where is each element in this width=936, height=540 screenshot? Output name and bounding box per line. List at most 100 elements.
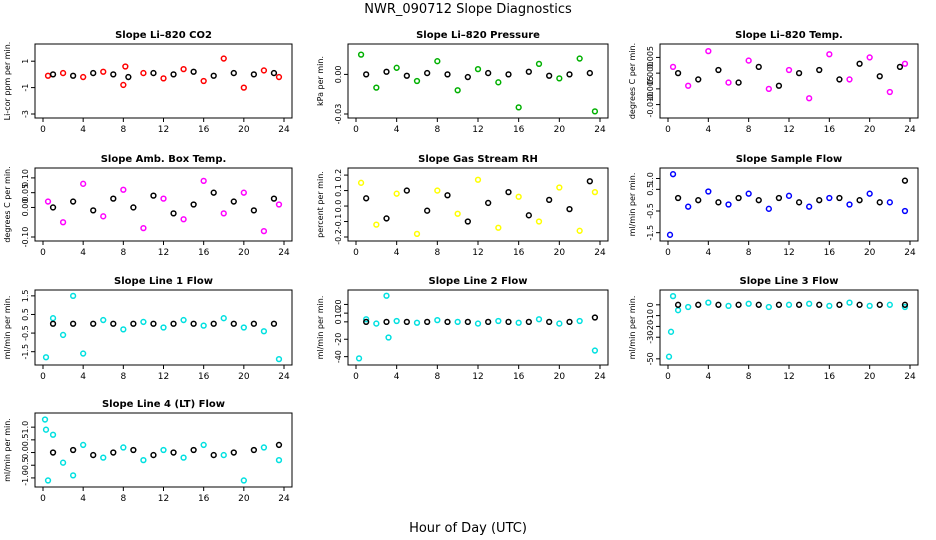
- data-point: [363, 71, 370, 78]
- data-point: [434, 316, 441, 324]
- x-tick-label: 8: [434, 125, 440, 135]
- plot-frame: [34, 412, 293, 488]
- panel-title: Slope Line 1 Flow: [114, 276, 213, 287]
- data-point: [200, 177, 207, 185]
- panel-8: Slope Line 2 Flow ml/min per min. 0 4 8 12 16 2…: [316, 276, 609, 382]
- data-point: [355, 355, 363, 362]
- data-point: [566, 318, 573, 325]
- data-point: [275, 355, 283, 363]
- data-point: [260, 67, 268, 74]
- x-tick-label: 4: [394, 248, 400, 258]
- y-tick-label: 1.0: [646, 172, 655, 185]
- data-point: [59, 331, 67, 339]
- data-point: [275, 457, 283, 464]
- data-point: [755, 63, 762, 71]
- data-point: [230, 320, 237, 327]
- data-point: [546, 196, 553, 204]
- figure-title: NWR_090712 Slope Diagnostics: [364, 2, 572, 17]
- data-point: [485, 199, 492, 207]
- data-point: [715, 199, 722, 206]
- data-point: [576, 55, 583, 62]
- data-point: [556, 75, 563, 82]
- data-point: [210, 72, 217, 79]
- data-point: [160, 446, 167, 454]
- y-tick-label: 0.05: [21, 184, 30, 202]
- data-point: [705, 47, 712, 55]
- data-point: [755, 301, 762, 308]
- data-point: [357, 179, 365, 186]
- data-point: [515, 319, 522, 326]
- data-point: [674, 69, 682, 77]
- data-point: [230, 449, 237, 456]
- data-point: [505, 71, 512, 78]
- data-point: [495, 79, 502, 86]
- figure-xlabel: Hour of Day (UTC): [409, 521, 527, 536]
- data-point: [270, 69, 278, 77]
- plot-frame: [347, 289, 609, 366]
- data-point: [785, 192, 793, 199]
- data-point: [110, 320, 117, 327]
- x-tick-label: 12: [158, 494, 169, 504]
- data-point: [200, 77, 207, 85]
- data-point: [856, 60, 863, 67]
- data-point: [525, 212, 532, 219]
- x-tick-label: 16: [198, 372, 210, 382]
- data-point: [69, 292, 77, 300]
- x-tick-label: 16: [513, 125, 525, 135]
- x-tick-label: 8: [434, 372, 440, 382]
- data-point: [59, 459, 67, 466]
- y-tick-label: 20: [334, 299, 343, 309]
- x-tick-label: 12: [783, 372, 794, 382]
- x-tick-label: 4: [80, 494, 86, 504]
- data-point: [90, 69, 97, 77]
- plot-frame: [659, 289, 919, 366]
- y-tick-label: 0.00: [21, 199, 30, 217]
- data-point: [160, 75, 167, 82]
- data-point: [444, 71, 451, 78]
- data-point: [474, 320, 482, 327]
- x-tick-label: 16: [198, 248, 210, 258]
- x-tick-label: 24: [278, 494, 290, 504]
- y-axis-label: kPa per min.: [316, 56, 325, 106]
- y-tick-label: -20: [334, 333, 343, 346]
- y-tick-label: 0.5: [646, 183, 655, 196]
- y-tick-label: 0.0: [21, 446, 30, 459]
- data-point: [556, 184, 563, 191]
- data-point: [745, 57, 752, 64]
- data-point: [240, 324, 247, 331]
- data-point: [90, 320, 97, 327]
- x-tick-label: 24: [594, 125, 606, 135]
- data-point: [896, 63, 904, 71]
- data-point: [725, 302, 732, 310]
- data-point: [444, 192, 451, 199]
- data-point: [876, 199, 883, 206]
- data-point: [495, 317, 502, 325]
- data-point: [140, 457, 147, 464]
- data-point: [125, 73, 132, 81]
- panel-title: Slope Li–820 Temp.: [735, 30, 843, 41]
- data-point: [876, 301, 883, 308]
- data-point: [180, 65, 187, 73]
- data-point: [444, 318, 451, 325]
- data-point: [357, 51, 365, 58]
- data-point: [591, 108, 599, 115]
- x-tick-label: 12: [472, 125, 483, 135]
- data-point: [250, 446, 258, 454]
- y-tick-label: 0.00: [334, 65, 343, 83]
- x-tick-label: 24: [278, 248, 290, 258]
- x-tick-label: 8: [120, 248, 126, 258]
- data-point: [190, 446, 197, 454]
- data-point: [100, 316, 107, 324]
- y-tick-label: 1: [21, 59, 30, 64]
- data-point: [80, 180, 87, 187]
- data-point: [69, 446, 77, 454]
- panel-2: Slope Li–820 Pressure kPa per min. 0 4 8 12 16…: [316, 30, 609, 135]
- data-point: [240, 84, 247, 91]
- data-point: [403, 318, 410, 325]
- data-point: [674, 301, 682, 308]
- y-axis-label: ml/min per min.: [628, 173, 637, 237]
- y-axis-label: degrees C per min.: [628, 43, 637, 119]
- data-point: [250, 320, 258, 327]
